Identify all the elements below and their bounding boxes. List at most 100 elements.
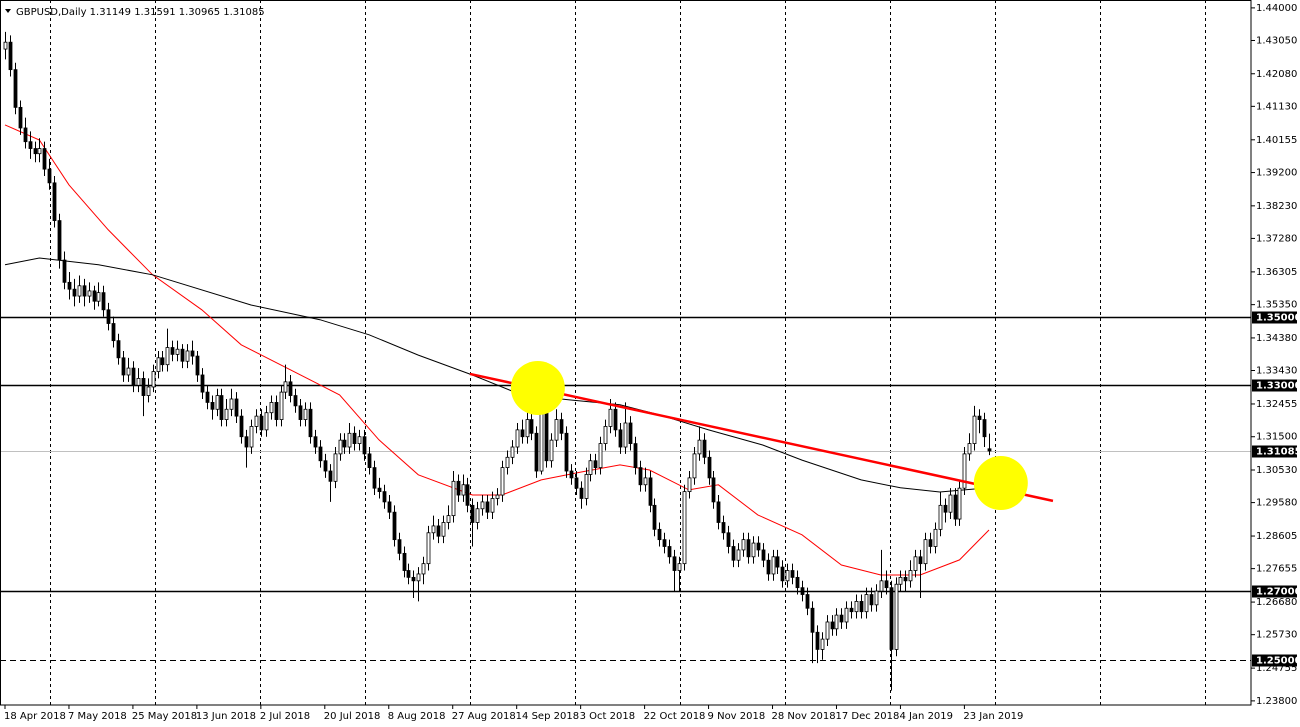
x-tick-label: 2 Jul 2018 — [260, 711, 310, 722]
candle-body — [579, 487, 584, 499]
candle-body — [37, 148, 42, 155]
y-tick-label: 1.23800 — [1256, 696, 1297, 707]
candle-body — [879, 580, 884, 592]
y-tick-label: 1.29580 — [1256, 498, 1297, 509]
candle-body — [47, 168, 52, 184]
candle-body — [490, 498, 495, 513]
candle-body — [702, 439, 707, 458]
y-tick-label: 1.42080 — [1256, 69, 1297, 80]
candle-body — [210, 402, 215, 410]
candle-body — [785, 570, 790, 582]
price-level-label: 1.25000 — [1256, 656, 1300, 667]
candle-body — [549, 439, 554, 462]
candle-body — [52, 182, 57, 221]
menu-arrow[interactable] — [5, 9, 11, 13]
candle-body — [87, 290, 92, 297]
candle-body — [33, 148, 38, 155]
candle-body — [357, 436, 362, 444]
candle-body — [106, 309, 111, 324]
candle-body — [672, 556, 677, 571]
candle-body — [515, 429, 520, 448]
candle-body — [726, 532, 731, 547]
candle-body — [834, 614, 839, 630]
highlight-circle — [510, 361, 565, 416]
candle-body — [933, 528, 938, 547]
candle-body — [849, 607, 854, 613]
candle-body — [288, 381, 293, 396]
price-level-box — [1252, 585, 1297, 598]
candle-body — [116, 340, 121, 359]
candle-body — [67, 281, 72, 290]
candle-body — [928, 539, 933, 547]
y-tick-label: 1.40155 — [1256, 135, 1297, 146]
candle-body — [264, 412, 269, 431]
candle-body — [534, 432, 539, 472]
candle-body — [303, 408, 308, 420]
candle-body — [923, 539, 928, 565]
candle-body — [510, 446, 515, 458]
candle-body — [170, 347, 175, 355]
candle-body — [790, 570, 795, 578]
candle-body — [795, 576, 800, 589]
y-tick-label: 1.27655 — [1256, 564, 1297, 575]
candle-body — [593, 460, 598, 468]
candle-body — [141, 378, 146, 396]
candle-body — [254, 415, 259, 427]
x-tick-label: 23 Jan 2019 — [963, 711, 1023, 722]
candle-body — [249, 426, 254, 448]
x-tick-label: 9 Nov 2018 — [708, 711, 766, 722]
candle-body — [101, 292, 106, 311]
highlight-circle — [973, 456, 1028, 511]
y-tick-label: 1.31500 — [1256, 432, 1297, 443]
y-tick-label: 1.26680 — [1256, 597, 1297, 608]
candle-body — [362, 436, 367, 455]
candle-body — [259, 415, 264, 431]
candle-body — [598, 443, 603, 468]
price-level-box — [1252, 445, 1297, 458]
candle-body — [205, 391, 210, 403]
candle-body — [367, 453, 372, 468]
candle-body — [229, 398, 234, 410]
candle-body — [608, 408, 613, 427]
candle-body — [352, 432, 357, 444]
candle-body — [279, 391, 284, 420]
candle-body — [160, 357, 165, 366]
candle-body — [677, 563, 682, 571]
candle-body — [894, 583, 899, 650]
candle-body — [972, 415, 977, 444]
candle-body — [584, 474, 589, 499]
x-tick-label: 20 Jul 2018 — [324, 711, 381, 722]
price-level-label: 1.35000 — [1256, 313, 1300, 324]
price-level-label: 1.31085 — [1256, 447, 1300, 458]
candle-body — [495, 494, 500, 499]
candle-body — [564, 432, 569, 472]
candle-body — [908, 570, 913, 582]
candle-body — [372, 467, 377, 489]
candle-body — [662, 539, 667, 547]
candle-body — [146, 386, 151, 396]
candle-body — [151, 371, 156, 388]
y-tick-label: 1.35350 — [1256, 300, 1297, 311]
candle-body — [643, 477, 648, 486]
candle-body — [825, 621, 830, 640]
candle-body — [820, 638, 825, 650]
candle-body — [165, 347, 170, 366]
candle-body — [465, 484, 470, 506]
candle-body — [633, 443, 638, 468]
candle-body — [869, 594, 874, 606]
candle-body — [338, 439, 343, 455]
candle-body — [830, 621, 835, 630]
candle-body — [392, 511, 397, 541]
candle-body — [234, 398, 239, 417]
price-level-box — [1252, 311, 1297, 324]
candle-body — [402, 552, 407, 571]
candle-body — [805, 594, 810, 609]
candle-body — [180, 348, 185, 362]
candle-body — [588, 460, 593, 475]
candle-body — [200, 374, 205, 393]
candle-body — [470, 504, 475, 523]
candle-body — [57, 220, 62, 261]
candle-body — [190, 350, 195, 357]
candle-body — [569, 470, 574, 479]
